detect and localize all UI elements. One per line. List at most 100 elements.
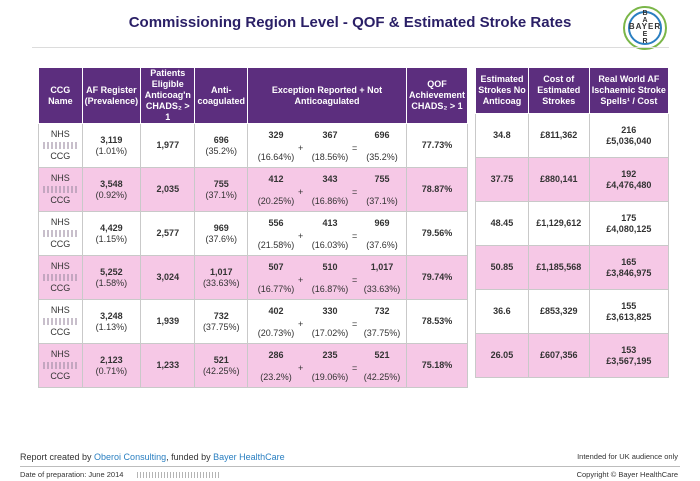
qof-cell: 78.87% (405, 167, 469, 212)
af-register-cell: 3,248 (1.13%) (81, 299, 142, 344)
cost-cell: £880,141 (527, 157, 590, 202)
qof-cell: 79.56% (405, 211, 469, 256)
table-row: NHS CCG 2,123 (0.71%) 1,233 521 (42.25%) 286 (23… (38, 343, 469, 388)
logo-ring (628, 11, 662, 45)
plus-sign: + (297, 318, 304, 329)
header-estimated-strokes: Estimated Strokes No Anticoag (475, 67, 529, 114)
af-register-cell: 2,123 (0.71%) (81, 343, 142, 388)
report-credit: Report created by Oberoi Consulting, fun… (20, 452, 285, 462)
table-row: 37.75 £880,141 192 £4,476,480 (475, 157, 670, 202)
cost-cell: £853,329 (527, 289, 590, 334)
redacted-name (43, 142, 78, 150)
anticoagulated-cell: 1,017 (33.63%) (194, 255, 248, 300)
strokes-cell: 48.45 (475, 201, 529, 246)
eligible-cell: 3,024 (140, 255, 196, 300)
strokes-cell: 26.05 (475, 333, 529, 378)
header-real-world: Real World AF Ischaemic Stroke Spells¹ /… (588, 67, 670, 114)
qof-cell: 75.18% (405, 343, 469, 388)
cost-cell: £607,356 (527, 333, 590, 378)
plus-sign: + (297, 230, 304, 241)
qof-cell: 79.74% (405, 255, 469, 300)
equals-sign: = (351, 362, 358, 373)
redacted-name (43, 362, 78, 370)
table-row: 50.85 £1,185,568 165 £3,846,975 (475, 245, 670, 290)
anticoagulated-cell: 696 (35.2%) (194, 123, 248, 168)
logo-text-vertical: B A Y E R (642, 10, 648, 45)
redacted-name (43, 230, 78, 238)
equals-sign: = (351, 318, 358, 329)
equals-sign: = (351, 186, 358, 197)
spells-cell: 153 £3,567,195 (588, 333, 670, 378)
eligible-cell: 1,977 (140, 123, 196, 168)
header-qof: QOF Achievement CHADS₂ > 1 (405, 67, 469, 124)
table-row: NHS CCG 4,429 (1.15%) 2,577 969 (37.6%) 556 (21.… (38, 211, 469, 256)
strokes-cell: 36.6 (475, 289, 529, 334)
spells-cell: 216 £5,036,040 (588, 113, 670, 158)
exception-cell: 402 (20.73%) +330 (17.02%) = 732 (37.75%) (246, 299, 407, 344)
redacted-name (43, 318, 78, 326)
stroke-table: Estimated Strokes No Anticoag Cost of Es… (475, 67, 670, 378)
audience-note: Intended for UK audience only (577, 452, 678, 461)
table-row: 34.8 £811,362 216 £5,036,040 (475, 113, 670, 158)
header-exception: Exception Reported + Not Anticoagulated (246, 67, 407, 124)
eligible-cell: 1,939 (140, 299, 196, 344)
exception-cell: 286 (23.2%) +235 (19.06%) = 521 (42.25%) (246, 343, 407, 388)
anticoagulated-cell: 521 (42.25%) (194, 343, 248, 388)
header-cost: Cost of Estimated Strokes (527, 67, 590, 114)
af-register-cell: 3,548 (0.92%) (81, 167, 142, 212)
ccg-name-cell: NHS CCG (38, 123, 83, 168)
table-row: NHS CCG 5,252 (1.58%) 3,024 1,017 (33.63%) 507(… (38, 255, 469, 300)
exception-cell: 329 (16.64%) +367 (18.56%) = 696 (35.2%) (246, 123, 407, 168)
equals-sign: = (351, 230, 358, 241)
qof-cell: 77.73% (405, 123, 469, 168)
anticoagulated-cell: 732 (37.75%) (194, 299, 248, 344)
eligible-cell: 2,577 (140, 211, 196, 256)
redacted-name (43, 186, 78, 194)
header-af-register: AF Register (Prevalence) (81, 67, 142, 124)
table-header-row: Estimated Strokes No Anticoag Cost of Es… (475, 67, 670, 114)
exception-cell: 556 (21.58%) +413 (16.03%) = 969 (37.6%) (246, 211, 407, 256)
redacted-name (43, 274, 78, 282)
strokes-cell: 50.85 (475, 245, 529, 290)
table-row: 36.6 £853,329 155 £3,613,825 (475, 289, 670, 334)
eligible-cell: 1,233 (140, 343, 196, 388)
af-register-cell: 4,429 (1.15%) (81, 211, 142, 256)
qof-table: CCG Name AF Register (Prevalence) Patien… (38, 67, 469, 388)
anticoagulated-cell: 755 (37.1%) (194, 167, 248, 212)
strokes-cell: 34.8 (475, 113, 529, 158)
oberoi-link[interactable]: Oberoi Consulting (94, 452, 167, 462)
spells-cell: 175 £4,080,125 (588, 201, 670, 246)
page-title: Commissioning Region Level - QOF & Estim… (128, 14, 572, 31)
exception-cell: 412 (20.25%) +343 (16.86%) = 755 (37.1%) (246, 167, 407, 212)
header-eligible: Patients Eligible Anticoag'n CHADS₂ > 1 (140, 67, 196, 124)
af-register-cell: 3,119 (1.01%) (81, 123, 142, 168)
ccg-name-cell: NHS CCG (38, 299, 83, 344)
table-header-row: CCG Name AF Register (Prevalence) Patien… (38, 67, 469, 124)
cost-cell: £811,362 (527, 113, 590, 158)
spells-cell: 192 £4,476,480 (588, 157, 670, 202)
header-ccg-name: CCG Name (38, 67, 83, 124)
copyright: Copyright © Bayer HealthCare (576, 470, 678, 479)
preparation-date: Date of preparation: June 2014 (20, 470, 222, 479)
spells-cell: 155 £3,613,825 (588, 289, 670, 334)
header-anticoagulated: Anti-coagulated (194, 67, 248, 124)
bayer-logo: BAYER B A Y E R (623, 6, 667, 50)
equals-sign: = (351, 274, 358, 285)
spells-cell: 165 £3,846,975 (588, 245, 670, 290)
af-register-cell: 5,252 (1.58%) (81, 255, 142, 300)
ccg-name-cell: NHS CCG (38, 167, 83, 212)
cost-cell: £1,185,568 (527, 245, 590, 290)
strokes-cell: 37.75 (475, 157, 529, 202)
bayer-healthcare-link[interactable]: Bayer HealthCare (213, 452, 285, 462)
table-row: NHS CCG 3,548 (0.92%) 2,035 755 (37.1%) 412 (20.… (38, 167, 469, 212)
ccg-name-cell: NHS CCG (38, 343, 83, 388)
exception-cell: 507 (16.77%) +510 (16.87%) = 1,017 (33.63%) (246, 255, 407, 300)
eligible-cell: 2,035 (140, 167, 196, 212)
plus-sign: + (297, 274, 304, 285)
ccg-name-cell: NHS CCG (38, 255, 83, 300)
cost-cell: £1,129,612 (527, 201, 590, 246)
table-row: 48.45 £1,129,612 175 £4,080,125 (475, 201, 670, 246)
table-row: 26.05 £607,356 153 £3,567,195 (475, 333, 670, 378)
ccg-name-cell: NHS CCG (38, 211, 83, 256)
anticoagulated-cell: 969 (37.6%) (194, 211, 248, 256)
